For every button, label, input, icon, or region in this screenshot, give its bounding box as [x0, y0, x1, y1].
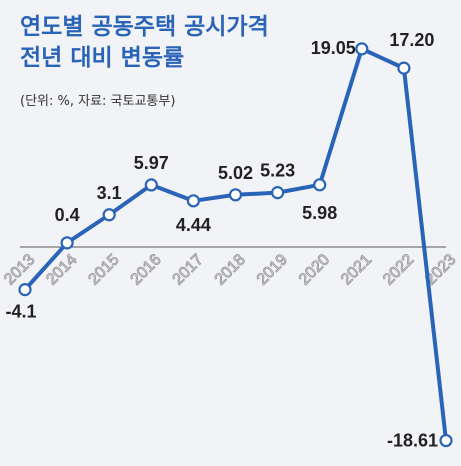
x-tick-label: 2014: [43, 251, 80, 288]
x-tick-label: 2016: [128, 251, 165, 288]
data-label: 5.97: [134, 153, 169, 173]
data-point: [186, 194, 200, 208]
data-point: [271, 186, 285, 200]
chart-title-line-2: 전년 대비 변동률: [20, 45, 185, 71]
data-point: [228, 188, 243, 202]
chart-subtitle: (단위: %, 자료: 국토교통부): [20, 94, 176, 109]
data-point: [355, 42, 369, 56]
data-label: 5.23: [260, 161, 295, 181]
data-point: [60, 236, 74, 250]
x-tick-label: 2022: [380, 251, 417, 288]
x-tick-label: 2020: [296, 251, 333, 288]
x-tick-label: 2018: [212, 251, 249, 288]
data-point: [397, 61, 411, 75]
chart-title: 연도별 공동주택 공시가격 전년 대비 변동률: [20, 12, 269, 74]
data-point: [102, 208, 116, 222]
data-point: [144, 178, 158, 192]
data-point: [439, 433, 453, 448]
data-label: -4.1: [5, 302, 36, 322]
data-label: 19.05: [311, 38, 356, 58]
x-tick-label: 2021: [338, 251, 375, 288]
data-point: [313, 178, 327, 192]
data-label: 5.02: [218, 163, 253, 183]
data-label: 17.20: [389, 30, 434, 50]
chart-title-line-1: 연도별 공동주택 공시가격: [20, 14, 269, 40]
x-tick-label: 2017: [170, 251, 207, 288]
data-label: 5.98: [302, 203, 337, 223]
x-tick-label: 2015: [85, 251, 122, 288]
data-label: 3.1: [97, 183, 122, 203]
data-point: [18, 283, 32, 297]
x-tick-label: 2019: [254, 251, 291, 288]
data-label: 4.44: [176, 215, 211, 235]
data-label: -18.61: [387, 431, 438, 451]
data-label: 0.4: [55, 205, 80, 225]
series-line: [23, 46, 448, 443]
